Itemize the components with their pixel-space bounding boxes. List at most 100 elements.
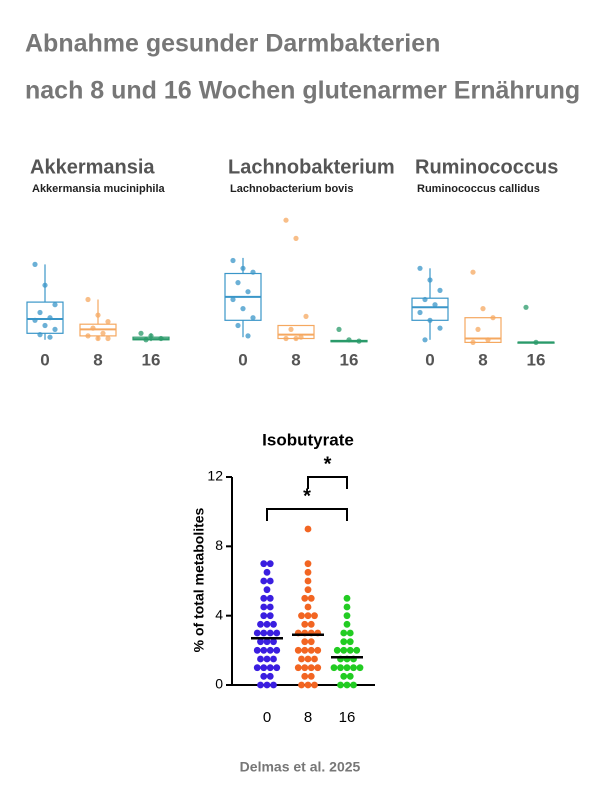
data-point bbox=[270, 620, 277, 628]
data-point bbox=[37, 309, 43, 316]
y-tick-label: 12 bbox=[207, 468, 223, 484]
data-point bbox=[260, 603, 268, 611]
data-point bbox=[148, 333, 154, 339]
data-point bbox=[311, 655, 318, 663]
data-point bbox=[437, 287, 443, 293]
data-point bbox=[343, 681, 351, 689]
data-point bbox=[340, 646, 348, 654]
data-point bbox=[337, 664, 344, 672]
data-point bbox=[270, 655, 277, 663]
x-tick-label: 0 bbox=[40, 350, 49, 369]
data-point bbox=[340, 672, 348, 680]
data-point bbox=[245, 333, 251, 339]
data-point bbox=[490, 315, 496, 321]
data-point bbox=[257, 638, 264, 646]
data-point bbox=[330, 664, 338, 672]
data-point bbox=[298, 334, 304, 340]
data-point bbox=[270, 681, 277, 689]
data-point bbox=[353, 646, 361, 654]
data-point bbox=[263, 568, 271, 576]
data-point bbox=[417, 265, 423, 271]
data-point bbox=[346, 337, 352, 343]
data-point bbox=[475, 326, 481, 332]
data-point bbox=[294, 664, 302, 672]
x-tick-label: 8 bbox=[478, 350, 487, 369]
data-point bbox=[253, 664, 261, 672]
data-point bbox=[260, 672, 268, 680]
data-point bbox=[250, 315, 256, 321]
data-point bbox=[301, 664, 309, 672]
data-point bbox=[470, 339, 476, 345]
data-point bbox=[266, 603, 274, 611]
data-point bbox=[307, 638, 315, 646]
data-point bbox=[432, 302, 438, 308]
data-point bbox=[263, 638, 271, 646]
source: Delmas et al. 2025 bbox=[240, 759, 361, 775]
data-point bbox=[301, 594, 309, 602]
data-point bbox=[240, 265, 246, 271]
box bbox=[411, 297, 449, 321]
data-point bbox=[470, 269, 476, 275]
x-tick-label: 8 bbox=[304, 709, 312, 726]
data-point bbox=[52, 302, 58, 308]
data-point bbox=[266, 672, 274, 680]
data-point bbox=[298, 612, 305, 620]
data-point bbox=[273, 629, 281, 637]
data-point bbox=[266, 629, 274, 637]
data-point bbox=[307, 620, 315, 628]
data-point bbox=[533, 339, 539, 345]
data-point bbox=[95, 312, 101, 318]
data-point bbox=[301, 620, 309, 628]
data-point bbox=[343, 664, 351, 672]
significance-label: * bbox=[324, 453, 332, 475]
data-point bbox=[263, 586, 271, 594]
data-point bbox=[350, 681, 357, 689]
data-point bbox=[304, 586, 312, 594]
panel-title: Akkermansia bbox=[30, 156, 155, 178]
data-point bbox=[356, 338, 362, 344]
x-tick-label: 0 bbox=[238, 350, 247, 369]
data-point bbox=[336, 326, 342, 332]
data-point bbox=[298, 681, 305, 689]
data-point bbox=[273, 646, 281, 654]
significance-bracket bbox=[307, 476, 348, 489]
data-point bbox=[283, 217, 289, 223]
data-point bbox=[304, 612, 312, 620]
data-point bbox=[47, 334, 53, 340]
panel-subtitle: Lachnobacterium bovis bbox=[230, 183, 353, 195]
data-point bbox=[245, 289, 251, 295]
data-point bbox=[266, 560, 274, 568]
data-point bbox=[266, 577, 274, 585]
y-tick-label: 4 bbox=[215, 606, 223, 622]
data-point bbox=[356, 664, 364, 672]
x-tick-label: 16 bbox=[339, 709, 356, 726]
data-point bbox=[257, 655, 264, 663]
data-point bbox=[346, 638, 354, 646]
data-point bbox=[270, 638, 277, 646]
data-point bbox=[85, 333, 91, 339]
data-point bbox=[288, 326, 294, 332]
data-point bbox=[301, 672, 309, 680]
data-point bbox=[260, 560, 268, 568]
data-point bbox=[340, 638, 348, 646]
data-point bbox=[32, 317, 38, 323]
data-point bbox=[346, 629, 354, 637]
data-point bbox=[427, 277, 433, 283]
data-point bbox=[304, 560, 312, 568]
x-tick-label: 16 bbox=[142, 350, 161, 369]
panel-subtitle: Akkermansia muciniphila bbox=[32, 183, 166, 195]
data-point bbox=[266, 612, 274, 620]
data-point bbox=[307, 594, 315, 602]
title-line: Abnahme gesunder Darmbakterien bbox=[25, 30, 440, 58]
data-point bbox=[346, 672, 354, 680]
data-point bbox=[523, 304, 529, 310]
x-tick-label: 8 bbox=[291, 350, 300, 369]
data-point bbox=[343, 612, 351, 620]
data-point bbox=[47, 315, 53, 321]
data-point bbox=[260, 664, 268, 672]
data-point bbox=[257, 620, 264, 628]
data-point bbox=[301, 638, 309, 646]
data-point bbox=[90, 325, 96, 331]
data-point bbox=[311, 681, 318, 689]
